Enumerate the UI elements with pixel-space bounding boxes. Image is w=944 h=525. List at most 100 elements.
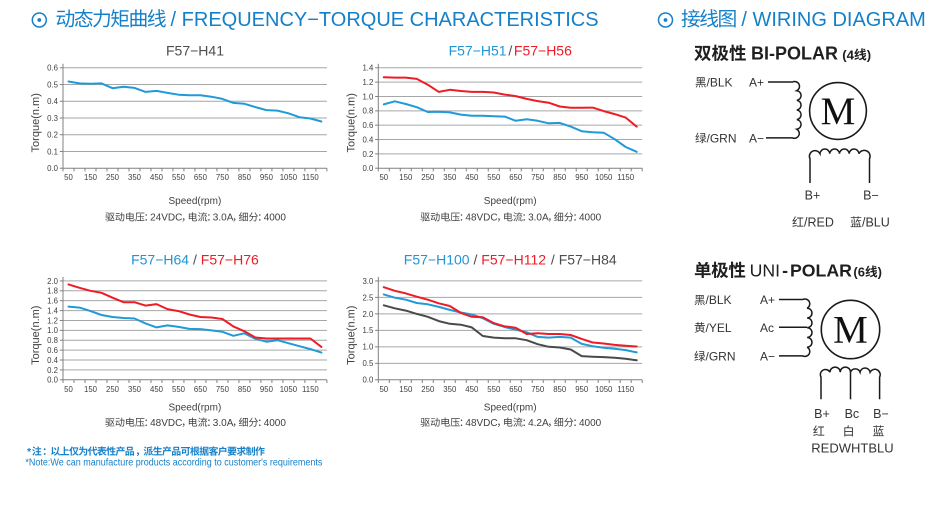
svg-text:1.4: 1.4	[362, 64, 374, 73]
svg-text:BI-POLAR: BI-POLAR	[751, 44, 838, 64]
svg-text:REDWHTBLU: REDWHTBLU	[811, 440, 893, 455]
svg-text:Torque(n.m): Torque(n.m)	[346, 93, 358, 152]
svg-text:450: 450	[465, 385, 479, 394]
svg-text:Torque(n.m): Torque(n.m)	[30, 306, 42, 365]
svg-text:F57−H84: F57−H84	[559, 252, 617, 268]
svg-text:250: 250	[421, 173, 435, 182]
svg-text:0.4: 0.4	[47, 356, 59, 365]
svg-text:(6: (6	[853, 264, 865, 279]
svg-text:1.0: 1.0	[362, 92, 374, 101]
svg-text:A+: A+	[760, 293, 775, 307]
svg-text:A−: A−	[760, 350, 775, 364]
svg-text:0.8: 0.8	[47, 336, 58, 345]
svg-text:850: 850	[238, 173, 252, 182]
svg-text:50: 50	[64, 173, 73, 182]
svg-text:/: /	[470, 252, 482, 268]
svg-text:350: 350	[443, 173, 457, 182]
svg-text:(4: (4	[842, 47, 854, 62]
svg-text:1.2: 1.2	[47, 316, 58, 325]
svg-text:/RED: /RED	[804, 216, 834, 230]
svg-text:/: /	[508, 43, 512, 59]
svg-text:F57−H100: F57−H100	[404, 252, 470, 268]
svg-text:1050: 1050	[595, 385, 613, 394]
svg-text:): )	[878, 264, 882, 279]
svg-text:1150: 1150	[302, 385, 319, 394]
svg-text:1050: 1050	[595, 173, 613, 182]
svg-text:0.5: 0.5	[47, 80, 59, 89]
svg-text:A−: A−	[749, 131, 764, 145]
svg-text:0.1: 0.1	[47, 147, 58, 156]
svg-text:750: 750	[531, 385, 545, 394]
svg-text:650: 650	[194, 173, 208, 182]
svg-text:0.6: 0.6	[362, 121, 373, 130]
svg-text:/: /	[547, 252, 559, 268]
svg-text:550: 550	[487, 385, 501, 394]
svg-text:50: 50	[64, 385, 73, 394]
svg-text:1050: 1050	[280, 173, 298, 182]
svg-text:950: 950	[575, 173, 589, 182]
svg-text:*: *	[27, 446, 32, 458]
svg-text:450: 450	[465, 173, 479, 182]
svg-text:0.6: 0.6	[47, 346, 58, 355]
svg-text:750: 750	[531, 173, 545, 182]
svg-text:1150: 1150	[617, 385, 634, 394]
svg-text:4000: 4000	[579, 213, 602, 224]
svg-text:250: 250	[421, 385, 435, 394]
svg-text:3.0: 3.0	[362, 277, 374, 286]
svg-text:3.0A: 3.0A	[213, 213, 234, 224]
svg-text:650: 650	[194, 385, 208, 394]
svg-text:B−: B−	[873, 407, 889, 421]
svg-text:F57−H76: F57−H76	[201, 252, 259, 268]
svg-text:1150: 1150	[617, 173, 634, 182]
svg-text:650: 650	[509, 385, 523, 394]
svg-text:UNI: UNI	[750, 261, 780, 281]
svg-text:150: 150	[84, 385, 98, 394]
svg-text:F57−H51: F57−H51	[449, 43, 507, 59]
svg-text:4000: 4000	[579, 418, 602, 429]
svg-text:0.4: 0.4	[47, 97, 59, 106]
svg-text:150: 150	[399, 173, 413, 182]
svg-text:Speed(rpm): Speed(rpm)	[484, 403, 537, 414]
svg-text:/GRN: /GRN	[706, 350, 736, 364]
svg-text:750: 750	[216, 173, 230, 182]
svg-text:/BLK: /BLK	[706, 293, 732, 307]
svg-text:B+: B+	[814, 407, 830, 421]
svg-text:0.0: 0.0	[362, 376, 374, 385]
svg-text:1.8: 1.8	[47, 287, 58, 296]
svg-text:2.0: 2.0	[362, 310, 374, 319]
svg-text:48VDC: 48VDC	[150, 418, 182, 429]
svg-text:Speed(rpm): Speed(rpm)	[484, 196, 537, 207]
svg-text:0.3: 0.3	[47, 114, 58, 123]
svg-text:850: 850	[553, 385, 567, 394]
svg-text:3.0A: 3.0A	[213, 418, 234, 429]
svg-text:950: 950	[260, 385, 274, 394]
svg-text:M: M	[833, 309, 868, 352]
svg-text:F57−H41: F57−H41	[166, 43, 224, 59]
svg-text:M: M	[821, 90, 856, 133]
svg-text:550: 550	[172, 173, 186, 182]
svg-text:750: 750	[216, 385, 230, 394]
svg-text:350: 350	[128, 385, 142, 394]
svg-text:/: /	[189, 252, 201, 268]
svg-text:550: 550	[172, 385, 186, 394]
svg-text:250: 250	[106, 173, 120, 182]
svg-text:350: 350	[128, 173, 142, 182]
svg-text:250: 250	[106, 385, 120, 394]
svg-text:150: 150	[84, 173, 98, 182]
svg-text:0.0: 0.0	[47, 376, 59, 385]
svg-text:/ FREQUENCY−TORQUE CHARACTERIS: / FREQUENCY−TORQUE CHARACTERISTICS	[165, 9, 599, 31]
svg-text:/YEL: /YEL	[706, 321, 732, 335]
svg-text:1.5: 1.5	[362, 326, 374, 335]
svg-text:0.8: 0.8	[362, 107, 373, 116]
svg-text:0.2: 0.2	[362, 150, 373, 159]
svg-text:0.0: 0.0	[362, 164, 374, 173]
svg-text:450: 450	[150, 173, 164, 182]
svg-text:F57−H64: F57−H64	[131, 252, 189, 268]
svg-text:0.2: 0.2	[47, 366, 58, 375]
svg-text:50: 50	[379, 173, 388, 182]
svg-text:3.0A: 3.0A	[528, 213, 549, 224]
svg-text:Speed(rpm): Speed(rpm)	[168, 403, 221, 414]
svg-text:950: 950	[575, 385, 589, 394]
svg-text:0.5: 0.5	[362, 359, 374, 368]
svg-text:): )	[867, 47, 871, 62]
